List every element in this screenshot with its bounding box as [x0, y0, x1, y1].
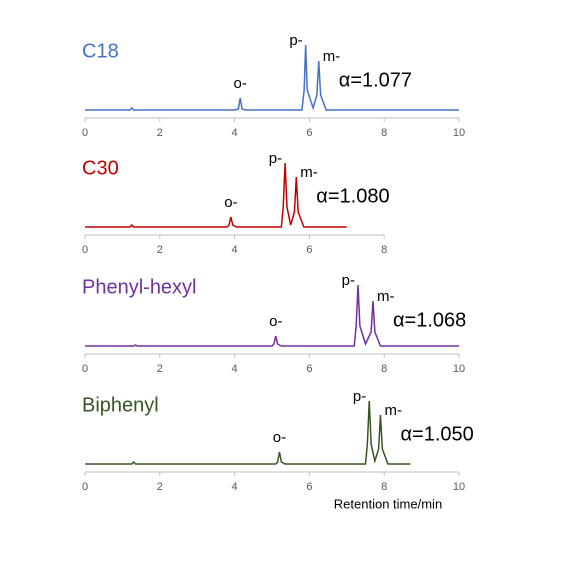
x-tick-label: 10	[453, 127, 465, 139]
x-tick-label: 2	[157, 481, 163, 493]
x-tick-label: 6	[306, 244, 312, 256]
trace	[85, 400, 411, 465]
peak-label: m-	[300, 164, 318, 181]
peak-label: m-	[384, 402, 402, 419]
x-tick-label: 10	[453, 481, 465, 493]
x-tick-label: 6	[306, 127, 312, 139]
x-tick-label: 8	[381, 127, 387, 139]
x-tick-label: 8	[381, 363, 387, 375]
x-tick-label: 8	[381, 244, 387, 256]
x-tick-label: 2	[157, 363, 163, 375]
x-tick-label: 0	[82, 127, 88, 139]
x-tick-label: 0	[82, 363, 88, 375]
x-tick-label: 4	[232, 127, 238, 139]
x-tick-label: 4	[232, 244, 238, 256]
x-tick-label: 6	[306, 481, 312, 493]
panel-title: C30	[82, 157, 119, 179]
peak-label: m-	[323, 48, 341, 65]
peak-label: o-	[269, 313, 282, 330]
x-tick-label: 2	[157, 244, 163, 256]
peak-label: p-	[289, 32, 302, 49]
x-tick-label: 6	[306, 363, 312, 375]
peak-label: p-	[353, 388, 366, 405]
peak-label: o-	[273, 429, 286, 446]
panel-title: Phenyl-hexyl	[82, 276, 197, 298]
peak-label: p-	[269, 150, 282, 167]
peak-label: o-	[224, 194, 237, 211]
x-tick-label: 2	[157, 127, 163, 139]
x-tick-label: 8	[381, 481, 387, 493]
x-tick-label: 0	[82, 481, 88, 493]
trace	[85, 162, 347, 228]
panel-title: Biphenyl	[82, 394, 159, 416]
alpha-label: α=1.050	[400, 423, 473, 445]
peak-label: p-	[342, 272, 355, 289]
alpha-label: α=1.068	[393, 309, 466, 331]
peak-label: m-	[377, 288, 395, 305]
x-tick-label: 10	[453, 363, 465, 375]
trace	[85, 44, 459, 111]
x-axis-label: Retention time/min	[334, 496, 442, 511]
trace	[85, 284, 459, 347]
x-tick-label: 4	[232, 363, 238, 375]
panel-title: C18	[82, 40, 119, 62]
alpha-label: α=1.077	[339, 69, 412, 91]
alpha-label: α=1.080	[316, 185, 389, 207]
x-tick-label: 0	[82, 244, 88, 256]
peak-label: o-	[234, 75, 247, 92]
x-tick-label: 4	[232, 481, 238, 493]
